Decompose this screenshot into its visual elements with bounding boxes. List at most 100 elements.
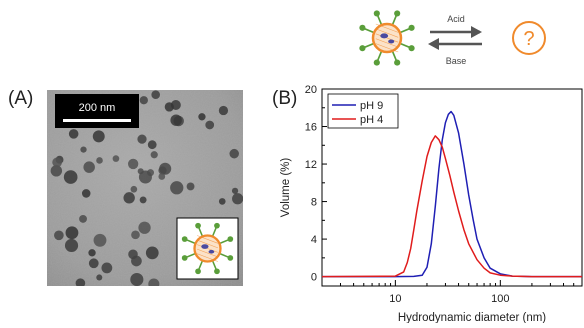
- particle-hatch: [196, 248, 219, 258]
- tem-particle: [93, 233, 107, 247]
- y-axis-label: Volume (%): [280, 158, 292, 218]
- tem-micrograph: 200 nm: [47, 90, 244, 290]
- scheme-acid-label: Acid: [447, 14, 465, 24]
- tem-particle: [50, 165, 63, 177]
- tem-particle: [96, 274, 103, 281]
- scale-bar-background: [55, 94, 139, 128]
- y-tick-label: 8: [311, 197, 317, 209]
- tem-particle: [65, 226, 79, 240]
- tem-particle: [131, 230, 140, 240]
- ligand-head: [359, 45, 366, 52]
- ligand-head: [394, 10, 401, 17]
- scheme-base-label: Base: [446, 56, 467, 66]
- tem-particle: [139, 196, 147, 204]
- tem-particle: [88, 258, 99, 269]
- tem-particle: [170, 114, 182, 126]
- particle-hatch: [375, 43, 399, 53]
- particle-hatch: [375, 33, 399, 43]
- tem-particle: [112, 155, 120, 162]
- legend-label: pH 9: [360, 100, 383, 112]
- nanoparticle-icon: [359, 10, 415, 66]
- cargo-molecule: [380, 33, 389, 39]
- tem-particle: [150, 151, 158, 159]
- tem-particle: [80, 146, 87, 153]
- tem-particle: [130, 185, 138, 193]
- scale-bar: [63, 119, 131, 122]
- tem-particle: [229, 148, 239, 159]
- tem-nanoparticles: [50, 90, 244, 290]
- tem-particle: [92, 130, 105, 143]
- tem-particle: [130, 273, 144, 287]
- series-line-ph9: [322, 110, 582, 278]
- tem-particle: [54, 230, 64, 241]
- tem-particle: [139, 96, 148, 105]
- scale-bar-text: 200 nm: [79, 102, 116, 114]
- ligand-head: [214, 268, 220, 275]
- ligand-head: [408, 45, 415, 52]
- tem-particle: [101, 262, 113, 274]
- series-line-ph4: [322, 135, 582, 278]
- y-tick-label: 4: [311, 234, 317, 246]
- tem-particle: [170, 181, 184, 195]
- ligand-head: [408, 24, 415, 31]
- particle-hatch: [196, 253, 219, 262]
- legend-label: pH 4: [360, 114, 383, 126]
- tem-particle: [127, 158, 139, 170]
- tem-particle: [151, 90, 160, 100]
- inset-nanoparticle-icon: [181, 222, 234, 275]
- unknown-state-symbol: ?: [523, 28, 534, 50]
- ligand-head: [195, 268, 201, 275]
- tem-particle: [218, 198, 226, 205]
- tem-particle: [205, 120, 215, 130]
- tem-particle: [232, 193, 244, 205]
- tem-particle: [131, 255, 142, 267]
- legend-box: [327, 93, 399, 129]
- tem-particle: [79, 214, 87, 223]
- tem-particle: [137, 134, 147, 144]
- tem-particle: [63, 170, 78, 184]
- plot-frame: [321, 88, 583, 287]
- acid-base-scheme: Acid Base ?: [345, 0, 584, 78]
- ligand-head: [373, 10, 380, 17]
- tem-particle: [64, 238, 79, 253]
- y-tick-label: 20: [305, 84, 317, 96]
- tem-particle: [198, 113, 206, 121]
- tem-particle: [83, 161, 95, 173]
- tem-particle: [147, 140, 157, 150]
- unknown-state-circle: [512, 21, 546, 55]
- y-tick-label: 16: [305, 122, 317, 134]
- panel-a-label: (A): [8, 88, 34, 109]
- particle-hatch: [196, 239, 219, 249]
- forward-arrow-head: [471, 26, 482, 38]
- tem-particle: [96, 157, 103, 164]
- tem-particle: [231, 187, 239, 194]
- y-tick-label: 12: [305, 159, 317, 171]
- ligand-head: [394, 59, 401, 66]
- tem-particle: [52, 157, 63, 168]
- ligand-head: [227, 255, 234, 261]
- ligand-head: [227, 236, 234, 242]
- panel-b-label: (B): [272, 88, 298, 109]
- tem-particle: [159, 162, 172, 175]
- x-axis-label: Hydrodynamic diameter (nm): [398, 312, 546, 323]
- particle-hatch: [196, 244, 219, 253]
- ligand-head: [214, 222, 220, 229]
- reverse-arrow-head: [428, 38, 439, 50]
- tem-particle: [88, 249, 96, 257]
- dls-chart: 0 4 8 12 16 20 10 100 Hydrodynamic diameter (nm)…: [262, 78, 584, 324]
- particle-hatch: [375, 23, 399, 33]
- tem-particle: [158, 173, 166, 180]
- tem-particle: [81, 189, 91, 198]
- x-tick-label: 10: [389, 293, 401, 305]
- tem-particle: [123, 192, 135, 204]
- particle-hatch: [375, 28, 399, 38]
- tem-particle: [145, 246, 159, 260]
- ligand-head: [181, 255, 188, 261]
- ligand-head: [181, 236, 188, 242]
- tem-particle: [218, 105, 229, 116]
- tem-particle: [186, 182, 195, 191]
- ligand-head: [195, 222, 201, 229]
- tem-particle: [138, 170, 152, 184]
- ligand-head: [373, 59, 380, 66]
- tem-particle: [68, 129, 79, 139]
